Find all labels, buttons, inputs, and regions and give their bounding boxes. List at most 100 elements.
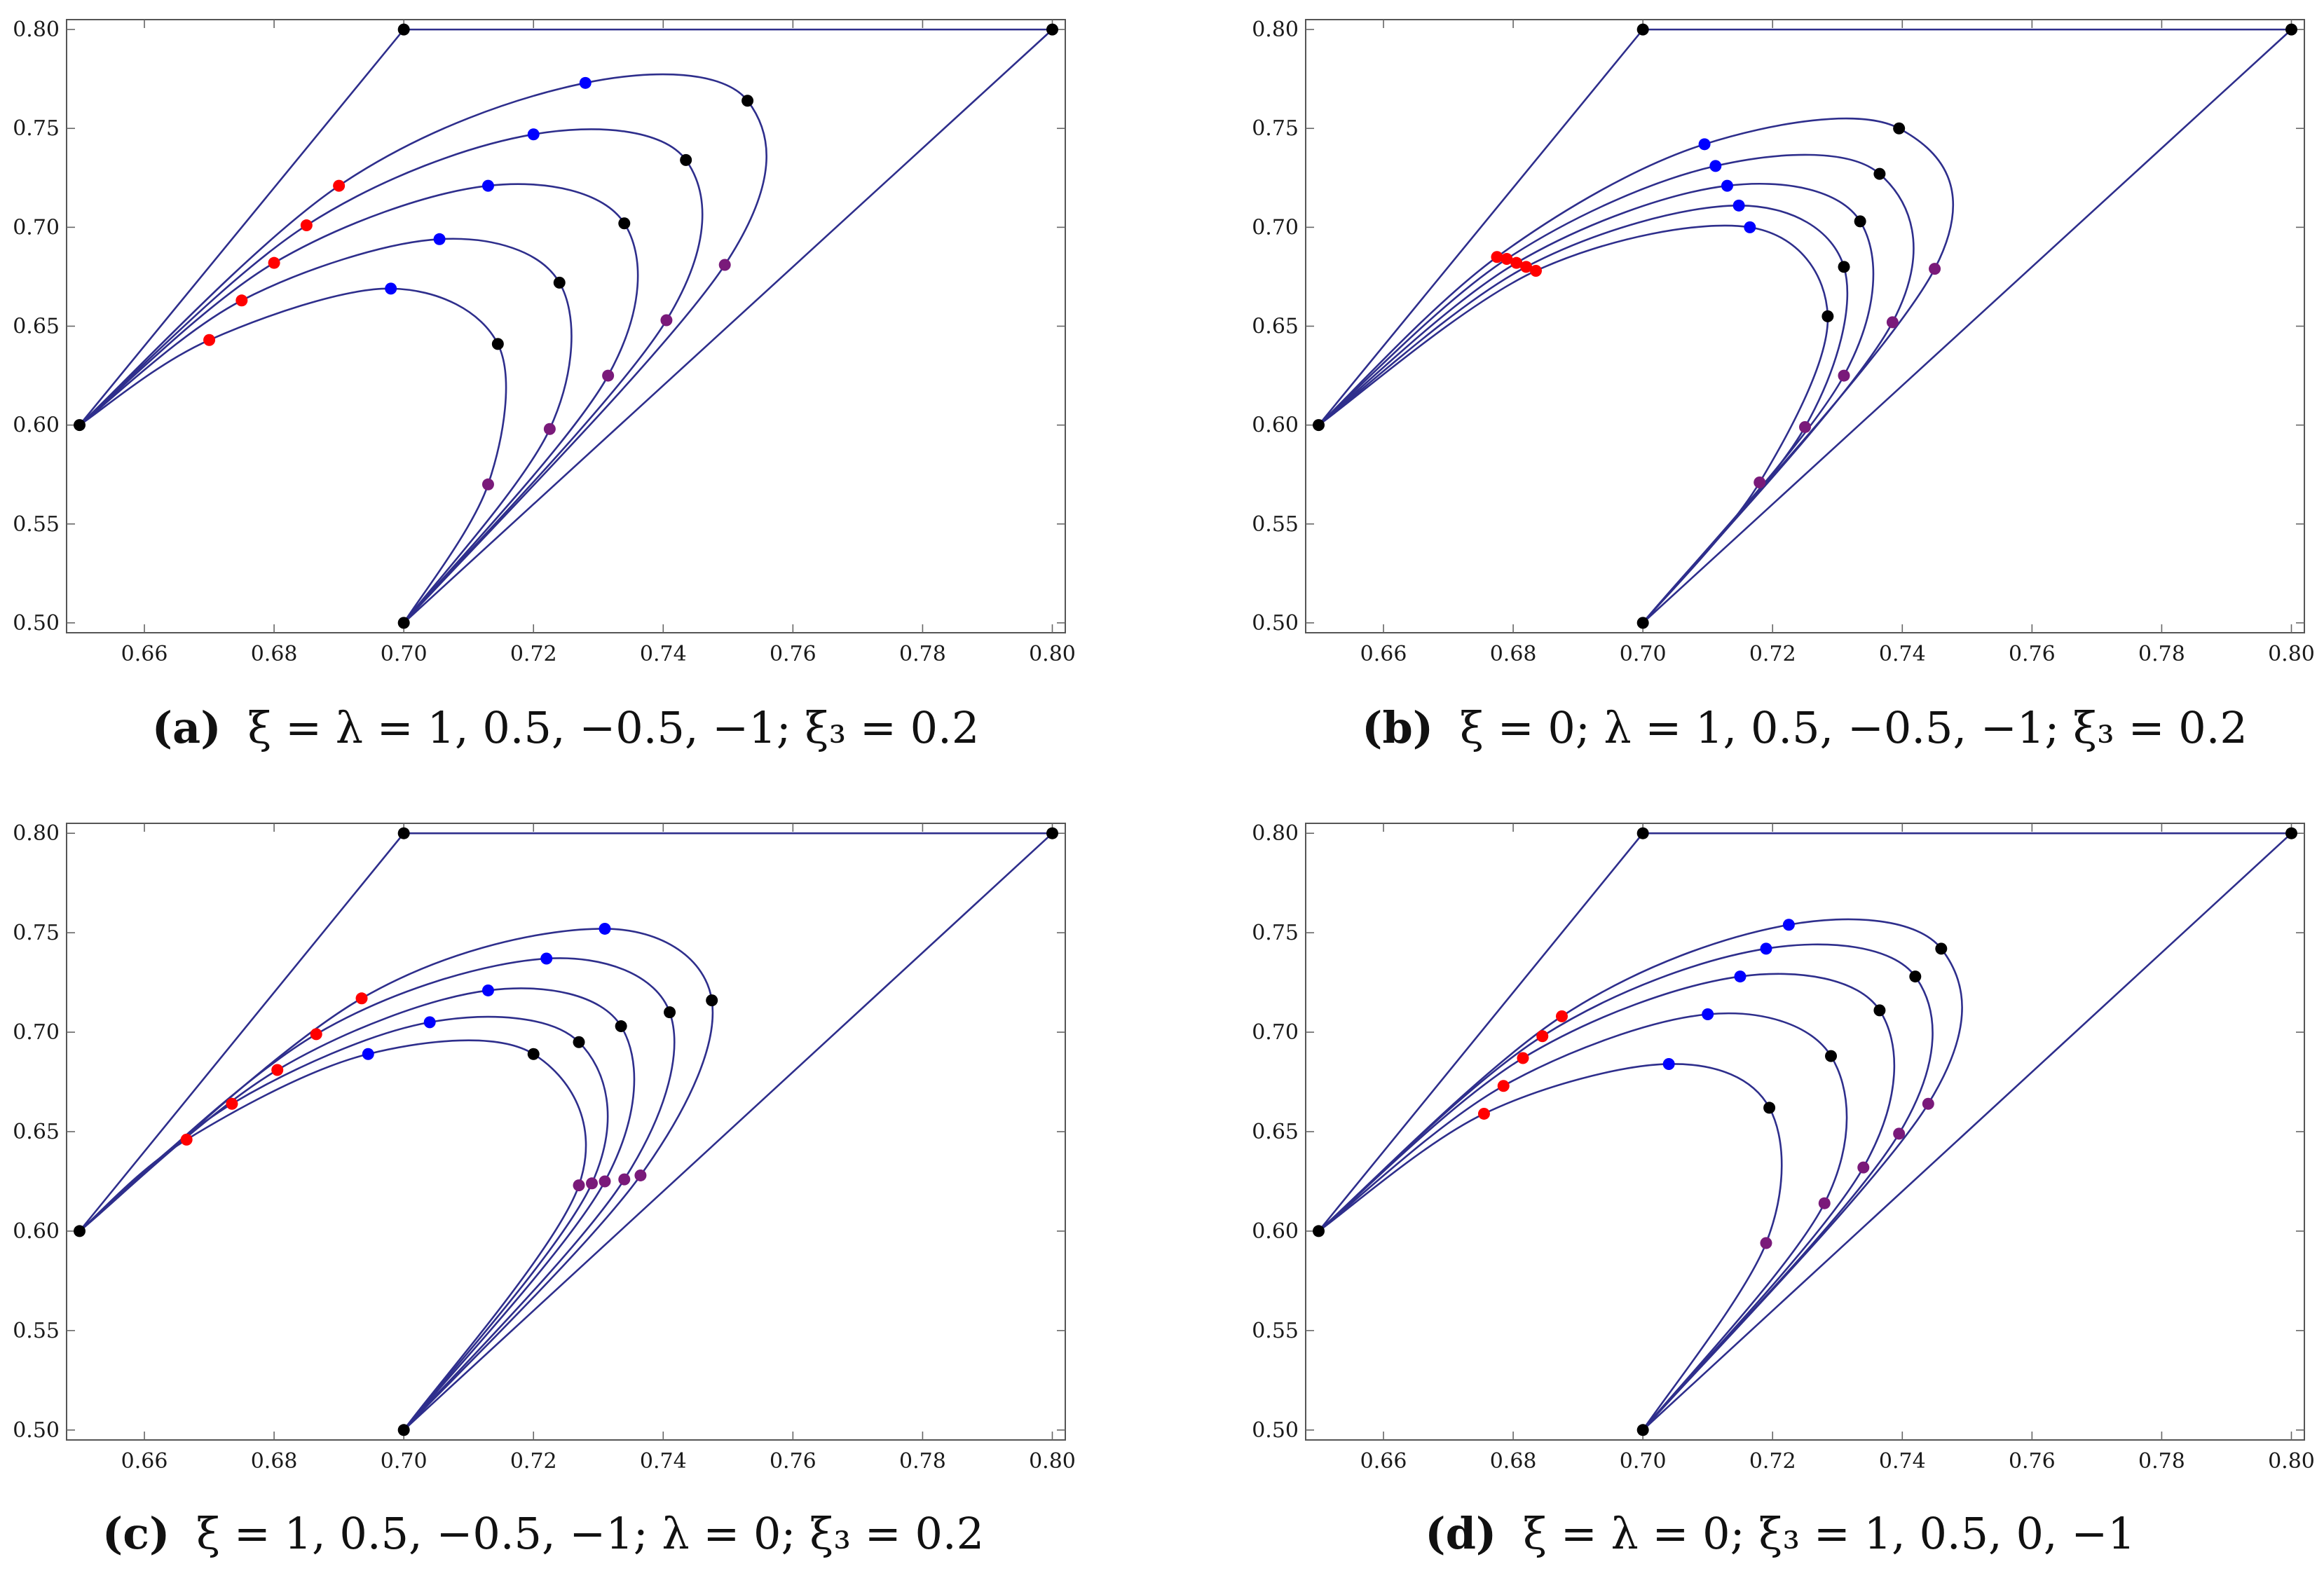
black-point (553, 276, 566, 289)
x-tick-label: 0.70 (381, 1449, 428, 1474)
x-tick-label: 0.70 (381, 642, 428, 666)
x-tick-label: 0.72 (1749, 642, 1796, 666)
black-point (680, 153, 692, 166)
y-tick-label: 0.70 (1252, 215, 1299, 240)
y-tick-label: 0.65 (13, 1120, 60, 1144)
corner-point (397, 827, 410, 839)
blue-point (1760, 942, 1772, 955)
trajectory-curve (1318, 943, 1934, 1431)
points-layer (74, 23, 1058, 629)
blue-point (1744, 221, 1756, 233)
black-point (1873, 1004, 1886, 1017)
trajectory-curve (78, 128, 704, 624)
caption-formula: ξ = 1, 0.5, −0.5, −1; λ = 0; ξ₃ = 0.2 (196, 1508, 984, 1559)
blue-point (540, 952, 553, 965)
red-point (1477, 1107, 1490, 1120)
x-tick-label: 0.80 (2268, 642, 2315, 666)
x-tick-label: 0.68 (251, 642, 298, 666)
blue-point (481, 984, 494, 996)
purple-point (1929, 263, 1941, 275)
purple-point (1818, 1197, 1831, 1209)
blue-point (599, 922, 611, 935)
y-tick-label: 0.80 (1252, 821, 1299, 846)
y-tick-label: 0.65 (1252, 1120, 1299, 1144)
trajectory-curve (78, 1015, 609, 1431)
blue-point (433, 233, 446, 245)
y-tick-label: 0.80 (1252, 18, 1299, 42)
black-point (491, 338, 504, 350)
corner-point (1046, 23, 1058, 36)
black-point (618, 217, 631, 230)
red-point (226, 1097, 238, 1110)
x-tick-label: 0.76 (2009, 642, 2056, 666)
purple-point (543, 423, 556, 435)
corner-point (2285, 23, 2297, 36)
axis-ticks: 0.66 0.68 0.70 0.72 0.74 0.76 0.78 0.80 0.50 0.55… (13, 821, 1076, 1474)
y-tick-label: 0.55 (13, 1319, 60, 1343)
red-point (1497, 1080, 1510, 1092)
caption-letter: (d) (1425, 1508, 1496, 1559)
red-point (355, 992, 368, 1005)
y-tick-label: 0.80 (13, 18, 60, 42)
y-tick-label: 0.60 (1252, 413, 1299, 438)
boundary-line (78, 28, 1055, 624)
y-tick-label: 0.80 (13, 821, 60, 846)
blue-point (1698, 138, 1711, 151)
red-point (1517, 1052, 1529, 1064)
y-tick-label: 0.70 (13, 215, 60, 240)
y-tick-label: 0.70 (1252, 1020, 1299, 1045)
black-point (1909, 970, 1922, 983)
y-tick-label: 0.55 (13, 512, 60, 537)
trajectory-curve (78, 957, 676, 1431)
points-layer (1313, 827, 2297, 1436)
red-point (203, 334, 216, 346)
red-point (333, 179, 346, 192)
black-point (706, 994, 718, 1007)
blue-point (1732, 199, 1745, 212)
panel-a: 0.66 0.68 0.70 0.72 0.74 0.76 0.78 0.80 0.50 0.55… (13, 18, 1076, 753)
x-tick-label: 0.72 (510, 642, 557, 666)
x-tick-label: 0.68 (1490, 1449, 1537, 1474)
x-tick-label: 0.74 (1879, 642, 1926, 666)
purple-point (481, 478, 494, 490)
red-point (1556, 1010, 1568, 1022)
black-point (741, 95, 754, 107)
y-tick-label: 0.65 (13, 315, 60, 339)
curves-layer (78, 28, 1055, 624)
blue-point (1721, 179, 1733, 192)
y-tick-label: 0.50 (1252, 611, 1299, 636)
y-tick-label: 0.75 (1252, 921, 1299, 945)
caption-letter: (b) (1362, 702, 1433, 753)
plot-frame (66, 19, 1066, 633)
trajectory-curve (1318, 1012, 1848, 1431)
trajectory-curve (78, 238, 573, 624)
trajectory-curve (1318, 1063, 1783, 1431)
trajectory-curve (1318, 918, 1963, 1431)
x-tick-label: 0.74 (640, 642, 687, 666)
blue-point (481, 179, 494, 192)
black-point (1763, 1102, 1776, 1114)
corner-point (1636, 1424, 1649, 1436)
plot-frame (1305, 19, 2305, 633)
trajectory-curve (1318, 182, 1875, 624)
corner-point (2285, 827, 2297, 839)
y-tick-label: 0.50 (1252, 1418, 1299, 1443)
red-point (310, 1028, 322, 1041)
x-tick-label: 0.76 (2009, 1449, 2056, 1474)
red-point (268, 256, 280, 269)
red-point (1529, 264, 1542, 277)
caption: (c) ξ = 1, 0.5, −0.5, −1; λ = 0; ξ₃ = 0.… (102, 1508, 984, 1559)
x-tick-label: 0.74 (640, 1449, 687, 1474)
boundary-line (1318, 832, 2294, 1431)
x-tick-label: 0.66 (1360, 642, 1407, 666)
trajectory-curve (78, 183, 639, 624)
black-point (1854, 215, 1866, 228)
purple-point (718, 259, 731, 271)
curves-layer (1318, 28, 2294, 624)
black-point (664, 1006, 676, 1019)
x-tick-label: 0.76 (770, 642, 816, 666)
caption-formula: ξ = λ = 0; ξ₃ = 1, 0.5, 0, −1 (1523, 1508, 2135, 1559)
caption-letter: (c) (102, 1508, 170, 1559)
x-tick-label: 0.78 (2138, 1449, 2185, 1474)
caption-formula: ξ = λ = 1, 0.5, −0.5, −1; ξ₃ = 0.2 (247, 702, 979, 753)
